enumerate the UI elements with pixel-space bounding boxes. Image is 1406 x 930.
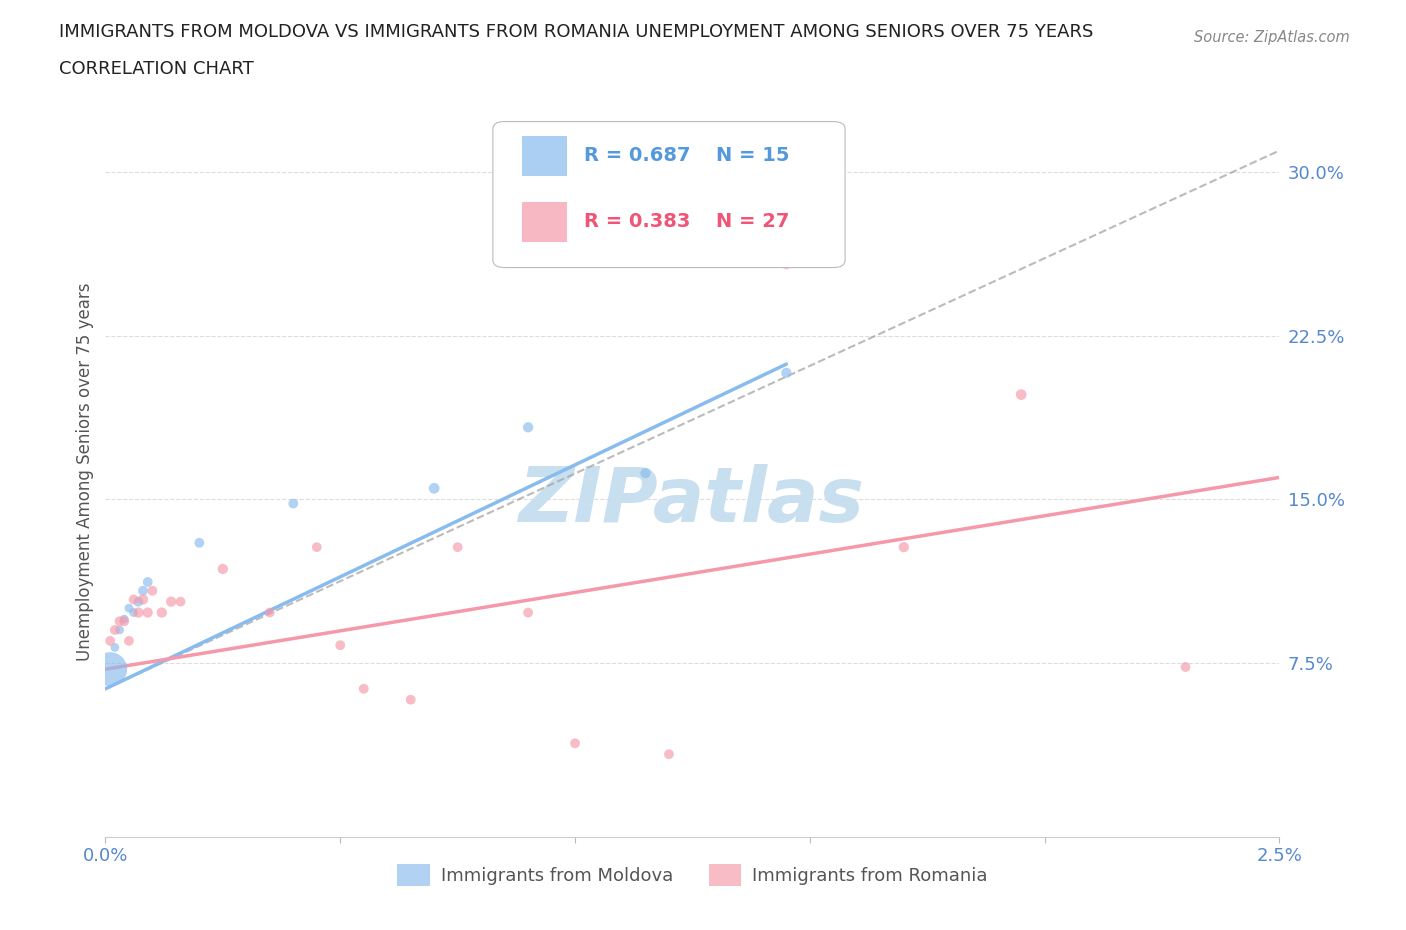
Point: [658, 747, 681, 762]
FancyBboxPatch shape: [522, 136, 567, 177]
Point: [259, 605, 281, 620]
Point: [283, 496, 305, 511]
Point: [150, 605, 173, 620]
Point: [132, 592, 155, 607]
Point: [127, 605, 149, 620]
FancyBboxPatch shape: [494, 122, 845, 268]
Point: [517, 419, 540, 434]
Point: [517, 605, 540, 620]
Point: [118, 601, 141, 616]
Point: [893, 539, 915, 554]
Point: [1174, 659, 1197, 674]
Point: [127, 594, 149, 609]
Point: [353, 682, 375, 697]
Text: Source: ZipAtlas.com: Source: ZipAtlas.com: [1194, 30, 1350, 45]
Point: [132, 583, 155, 598]
Text: N = 27: N = 27: [716, 212, 789, 231]
Point: [141, 583, 163, 598]
Point: [104, 640, 127, 655]
Text: R = 0.687: R = 0.687: [585, 146, 690, 166]
Text: N = 15: N = 15: [716, 146, 789, 166]
Point: [122, 592, 145, 607]
Point: [634, 466, 657, 481]
Point: [112, 614, 135, 629]
Point: [136, 605, 159, 620]
Text: IMMIGRANTS FROM MOLDOVA VS IMMIGRANTS FROM ROMANIA UNEMPLOYMENT AMONG SENIORS OV: IMMIGRANTS FROM MOLDOVA VS IMMIGRANTS FR…: [59, 23, 1094, 41]
Point: [104, 622, 127, 637]
Text: R = 0.383: R = 0.383: [585, 212, 690, 231]
Point: [169, 594, 191, 609]
Point: [329, 638, 352, 653]
Point: [98, 662, 121, 677]
Point: [108, 622, 131, 637]
Point: [1010, 387, 1032, 402]
FancyBboxPatch shape: [522, 202, 567, 242]
Point: [112, 612, 135, 627]
Point: [447, 539, 470, 554]
Point: [564, 736, 586, 751]
Point: [775, 365, 797, 380]
Point: [211, 562, 233, 577]
Point: [118, 633, 141, 648]
Y-axis label: Unemployment Among Seniors over 75 years: Unemployment Among Seniors over 75 years: [76, 283, 94, 661]
Point: [305, 539, 328, 554]
Point: [423, 481, 446, 496]
Point: [188, 536, 211, 551]
Legend: Immigrants from Moldova, Immigrants from Romania: Immigrants from Moldova, Immigrants from…: [389, 857, 995, 894]
Point: [98, 633, 121, 648]
Text: CORRELATION CHART: CORRELATION CHART: [59, 60, 254, 78]
Point: [160, 594, 183, 609]
Point: [136, 575, 159, 590]
Point: [108, 614, 131, 629]
Point: [122, 605, 145, 620]
Point: [775, 257, 797, 272]
Point: [399, 692, 422, 707]
Text: ZIPatlas: ZIPatlas: [519, 464, 866, 538]
